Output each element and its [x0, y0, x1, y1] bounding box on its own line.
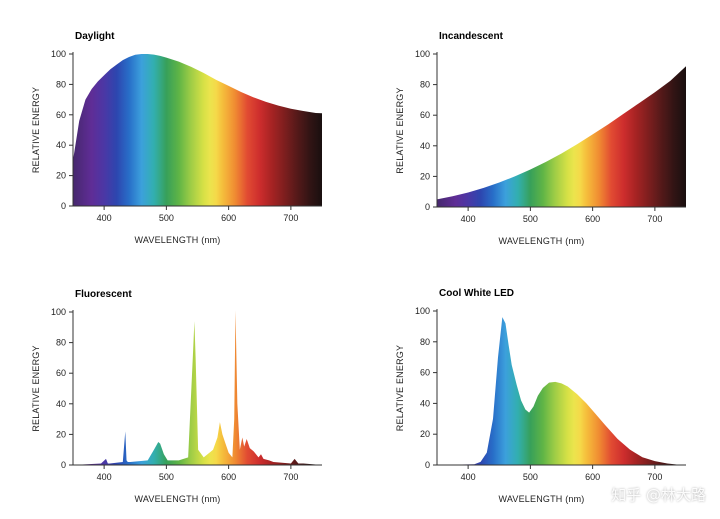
y-tick-label: 100	[415, 49, 430, 59]
x-axis-label: WAVELENGTH (nm)	[498, 236, 584, 246]
y-tick-label: 40	[56, 140, 66, 150]
x-tick-label: 700	[647, 214, 662, 224]
y-tick-label: 80	[420, 80, 430, 90]
x-tick-label: 400	[461, 472, 476, 482]
y-tick-label: 0	[425, 460, 430, 470]
spectrum-area-series	[73, 310, 322, 465]
x-tick-label: 500	[159, 213, 174, 223]
chart-panel-3: 0 20 40 60 80 100 400 500 600 700 Fluorescent WAVEL…	[31, 289, 322, 504]
spectrum-area-series	[73, 54, 322, 206]
x-tick-label: 500	[523, 214, 538, 224]
chart-panel-4: 0 20 40 60 80 100 400 500 600 700 Cool White LED WA…	[395, 288, 686, 504]
x-tick-label: 700	[647, 472, 662, 482]
y-tick-label: 0	[61, 201, 66, 211]
chart-panel-1: 0 20 40 60 80 100 400 500 600 700 Daylight WAVELENG…	[31, 31, 322, 245]
x-tick-label: 600	[221, 213, 236, 223]
y-tick-label: 20	[420, 171, 430, 181]
x-tick-label: 400	[97, 213, 112, 223]
y-tick-label: 20	[56, 171, 66, 181]
x-tick-label: 400	[97, 472, 112, 482]
y-axis-label: RELATIVE ENERGY	[31, 87, 41, 173]
y-tick-label: 100	[51, 307, 66, 317]
x-axis-label: WAVELENGTH (nm)	[134, 235, 220, 245]
y-tick-label: 100	[415, 306, 430, 316]
x-tick-label: 400	[461, 214, 476, 224]
y-tick-label: 60	[56, 368, 66, 378]
x-axis-label: WAVELENGTH (nm)	[134, 494, 220, 504]
chart-title: Cool White LED	[439, 288, 514, 299]
y-tick-label: 0	[425, 202, 430, 212]
y-tick-label: 60	[56, 110, 66, 120]
x-tick-label: 600	[221, 472, 236, 482]
x-tick-label: 600	[585, 214, 600, 224]
y-tick-label: 80	[420, 337, 430, 347]
chart-title: Fluorescent	[75, 289, 132, 300]
chart-title: Daylight	[75, 31, 115, 42]
x-tick-label: 500	[523, 472, 538, 482]
y-tick-label: 60	[420, 110, 430, 120]
y-tick-label: 100	[51, 49, 66, 59]
x-tick-label: 600	[585, 472, 600, 482]
chart-panel-2: 0 20 40 60 80 100 400 500 600 700 Incandescent WAVE…	[395, 31, 686, 246]
y-axis-label: RELATIVE ENERGY	[395, 345, 405, 431]
x-axis-label: WAVELENGTH (nm)	[498, 494, 584, 504]
x-tick-label: 700	[283, 472, 298, 482]
x-tick-label: 500	[159, 472, 174, 482]
y-axis-label: RELATIVE ENERGY	[395, 87, 405, 173]
spectrum-area-series	[437, 317, 686, 465]
watermark-text: 知乎 @林大路	[611, 486, 706, 504]
y-tick-label: 40	[56, 399, 66, 409]
chart-title: Incandescent	[439, 31, 504, 42]
y-tick-label: 80	[56, 79, 66, 89]
y-tick-label: 20	[420, 429, 430, 439]
y-tick-label: 20	[56, 429, 66, 439]
y-tick-label: 0	[61, 460, 66, 470]
y-tick-label: 60	[420, 368, 430, 378]
y-axis-label: RELATIVE ENERGY	[31, 345, 41, 431]
y-tick-label: 40	[420, 398, 430, 408]
y-tick-label: 40	[420, 141, 430, 151]
spectrum-area-series	[437, 66, 686, 208]
y-tick-label: 80	[56, 338, 66, 348]
x-tick-label: 700	[283, 213, 298, 223]
